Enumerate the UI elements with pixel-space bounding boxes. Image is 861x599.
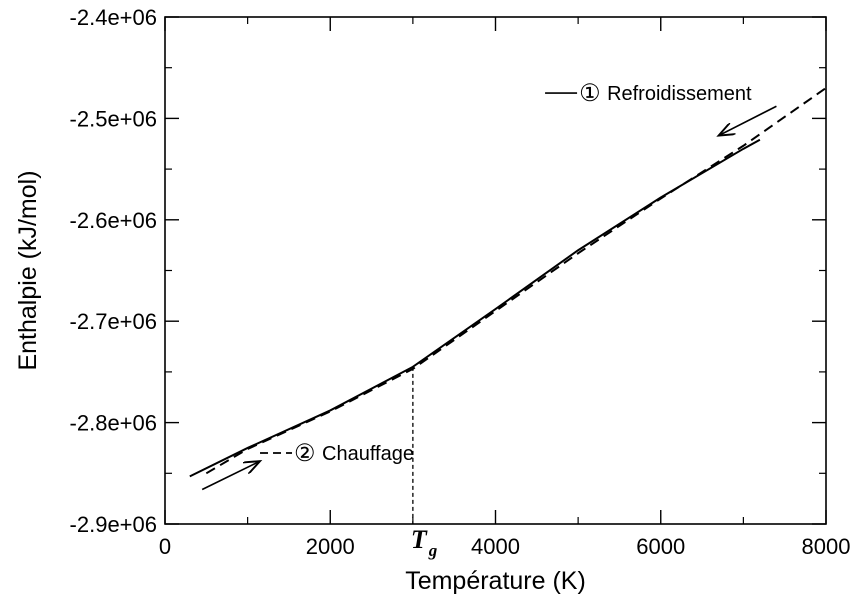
y-tick-label: -2.4e+06 — [70, 5, 157, 30]
y-tick-label: -2.7e+06 — [70, 309, 157, 334]
y-tick-label: -2.5e+06 — [70, 106, 157, 131]
y-tick-label: -2.8e+06 — [70, 411, 157, 436]
x-tick-label: 2000 — [306, 534, 355, 559]
series-refroidissement — [189, 138, 761, 478]
legend-label-refroidissement: Refroidissement — [607, 83, 752, 105]
cooling-arrow — [719, 105, 777, 135]
x-tick-label: 0 — [159, 534, 171, 559]
series-chauffage — [205, 87, 827, 475]
x-tick-label: 8000 — [802, 534, 851, 559]
legend-marker-refroidissement: ① — [579, 79, 601, 107]
y-axis-title: Enthalpie (kJ/mol) — [14, 170, 42, 370]
legend-label-chauffage: Chauffage — [322, 443, 414, 465]
x-tick-label: 6000 — [636, 534, 685, 559]
plot-frame — [164, 16, 827, 525]
y-tick-label: -2.9e+06 — [70, 512, 157, 537]
y-tick-label: -2.6e+06 — [70, 208, 157, 233]
heating-arrow — [201, 461, 260, 491]
legend-marker-chauffage: ② — [294, 439, 316, 467]
x-tick-label: 4000 — [471, 534, 520, 559]
x-axis-title: Température (K) — [405, 567, 586, 595]
